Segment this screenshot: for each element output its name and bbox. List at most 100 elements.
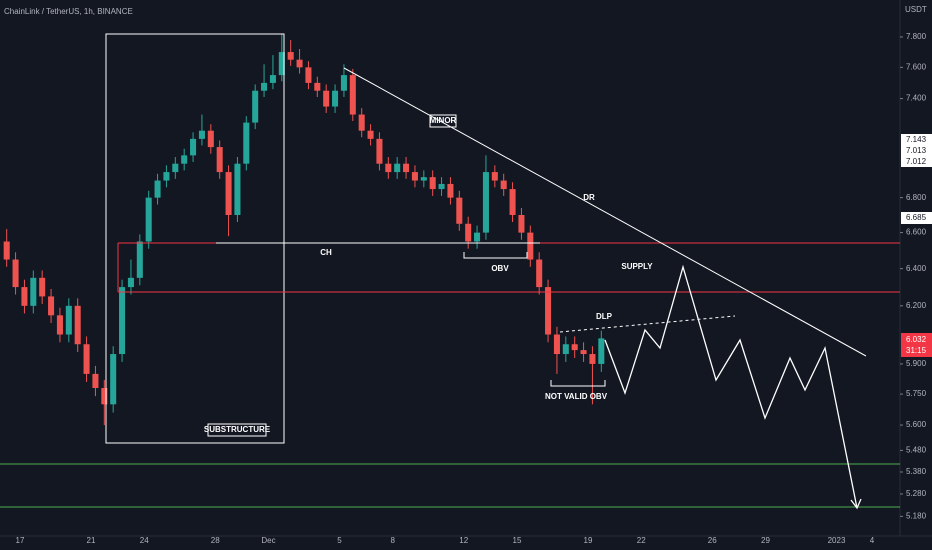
price-badge: 7.013 [906,146,927,155]
candle-body [136,241,143,278]
badge-bg [901,333,932,357]
candle-body [323,90,330,107]
drawings [0,33,900,510]
trendline [343,67,867,357]
candle-body [101,387,108,405]
price-badge: 31:15 [906,346,927,355]
y-tick-label: 5.380 [906,467,927,476]
candle-body [172,163,179,173]
annotation: DLP [596,312,613,321]
candle-body [65,305,72,335]
price-badge: 7.143 [906,135,927,144]
x-tick-label: 2023 [828,536,846,545]
candle-body [429,177,436,190]
candle-body [509,189,516,215]
candle-body [553,334,560,355]
dlp-line [559,315,736,333]
candle-body [207,130,214,148]
candle-body [482,172,489,233]
y-tick-label: 5.600 [906,420,927,429]
candle-body [376,138,383,164]
x-tick-label: 29 [761,536,770,545]
y-tick-label: 5.750 [906,389,927,398]
candle-body [12,259,19,288]
candle-body [340,75,347,91]
candle-body [536,259,543,288]
y-tick-label: 5.480 [906,446,927,455]
annotation: OBV [491,264,509,273]
candle-body [580,350,587,355]
candle-body [74,305,81,345]
price-badge: 7.012 [906,157,927,166]
projection-path [604,264,858,509]
candle-body [83,344,90,374]
candle-body [358,114,365,131]
candle-body [48,296,55,316]
x-tick-label: 22 [637,536,646,545]
price-badge: 6.032 [906,335,927,344]
candle-body [269,75,276,83]
obv-bracket [463,252,528,259]
currency-label: USDT [905,5,927,14]
candle-body [385,163,392,173]
candle-body [261,82,268,91]
x-tick-label: 17 [16,536,25,545]
candle-body [127,277,134,288]
x-tick-label: 12 [459,536,468,545]
x-tick-label: 26 [708,536,717,545]
candle-body [500,180,507,190]
price-badges: 7.143 7.013 7.012 6.685 6.032 31:15 [901,134,932,357]
y-tick-label: 5.900 [906,359,927,368]
candle-body [305,67,312,83]
candle-body [394,163,401,173]
candle-body [411,172,418,181]
y-tick-label: 7.400 [906,94,927,103]
candle-body [30,277,37,306]
chart-title: ChainLink / TetherUS, 1h, BINANCE [4,7,133,16]
candle-body [314,82,321,91]
candle-body [92,373,99,388]
candle-body [190,138,197,156]
candle-body [545,287,552,335]
x-tick-label: 24 [140,536,149,545]
candle-body [571,344,578,351]
candle-body [243,122,250,164]
y-tick-label: 5.180 [906,511,927,520]
label-box [207,423,267,437]
x-tick-label: 19 [584,536,593,545]
candle-body [110,354,117,405]
candle-body [589,354,596,364]
label-box [429,114,457,128]
candle-body [56,315,63,335]
candle-body [198,130,205,139]
projection-arrow [850,498,862,510]
candle-body [527,232,534,260]
candle-body [216,147,223,173]
annotation: MINOR [430,116,457,125]
candle-body [154,180,161,198]
candle-body [21,287,28,306]
y-tick-label: 6.200 [906,301,927,310]
candle-body [145,197,152,242]
x-tick-label: 8 [391,536,396,545]
candle-body [438,183,445,190]
x-tick-label: 21 [87,536,96,545]
candle-body [296,59,303,68]
candle-body [39,277,46,297]
candle-body [234,163,241,215]
candle-body [163,172,170,181]
candle-body [420,177,427,181]
annotation: NOT VALID OBV [545,392,608,401]
annotation: SUBSTRUCTURE [204,425,271,434]
substructure-box [105,33,285,444]
x-tick-label: Dec [261,536,275,545]
badge-bg [901,134,932,167]
x-tick-label: 4 [870,536,875,545]
candle-body [403,163,410,173]
candle-body [367,130,374,139]
obv-bracket [550,380,606,387]
annotation: DR [583,193,595,202]
candle-body [3,241,10,260]
